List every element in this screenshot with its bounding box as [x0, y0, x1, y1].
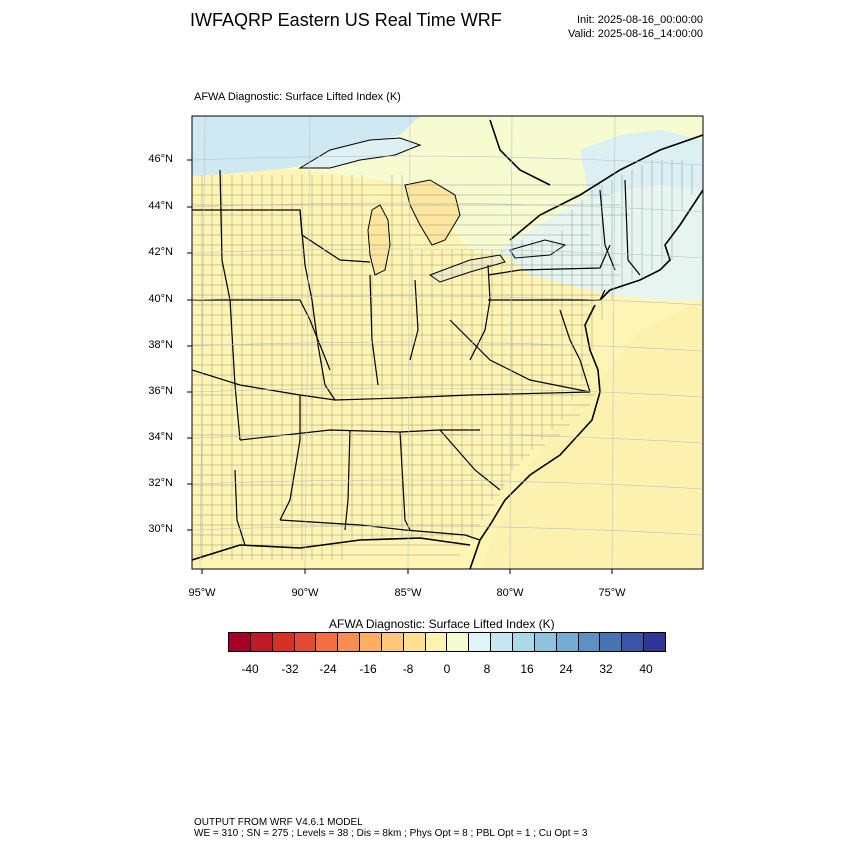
lon-label: 80°W	[496, 587, 524, 599]
colorbar-swatch	[403, 633, 426, 651]
colorbar-swatch	[381, 633, 404, 651]
lat-label: 46°N	[148, 153, 173, 165]
atlantic-ocean	[480, 300, 703, 569]
colorbar-tick: 8	[483, 662, 491, 676]
colorbar-tick: 40	[639, 662, 653, 676]
colorbar-tick: -32	[281, 662, 299, 676]
colorbar-swatch	[360, 633, 382, 651]
lat-label: 32°N	[148, 477, 173, 489]
colorbar-swatch	[469, 633, 492, 651]
colorbar-swatch	[556, 633, 579, 651]
lon-label: 75°W	[598, 587, 626, 599]
colorbar-tick: -16	[359, 662, 377, 676]
colorbar-tick: 16	[520, 662, 534, 676]
colorbar-swatch	[512, 633, 535, 651]
main-title: IWFAQRP Eastern US Real Time WRF	[190, 10, 502, 30]
lake-superior	[298, 137, 422, 169]
colorbar-title: AFWA Diagnostic: Surface Lifted Index (K…	[329, 617, 555, 631]
lake-michigan	[367, 204, 391, 276]
map-frame	[191, 115, 704, 570]
lon-label: 95°W	[188, 587, 216, 599]
colorbar-swatch	[294, 633, 317, 651]
colorbar-tick: 0	[443, 662, 451, 676]
footer-config-line: WE = 310 ; SN = 275 ; Levels = 38 ; Dis …	[194, 828, 588, 839]
colorbar-swatch	[250, 633, 273, 651]
graticule	[192, 116, 703, 569]
colorbar-swatch	[600, 633, 623, 651]
colorbar-swatch	[534, 633, 557, 651]
lon-label: 90°W	[291, 587, 319, 599]
map-field	[192, 116, 703, 569]
lat-label: 38°N	[148, 339, 173, 351]
colorbar-swatch	[316, 633, 339, 651]
colorbar-tick: 32	[599, 662, 613, 676]
colorbar-tick: -24	[319, 662, 337, 676]
lat-label: 36°N	[148, 385, 173, 397]
colorbar-tick: -8	[402, 662, 414, 676]
colorbar-swatch	[644, 633, 665, 651]
lat-label: 40°N	[148, 293, 173, 305]
lat-label: 44°N	[148, 200, 173, 212]
colorbar-swatch	[491, 633, 513, 651]
colorbar-swatch	[229, 633, 251, 651]
colorbar-swatch	[272, 633, 295, 651]
init-time-text: Init: 2025-08-16_00:00:00	[577, 14, 703, 26]
lat-label: 42°N	[148, 246, 173, 258]
colorbar-swatch	[578, 633, 601, 651]
lake-erie	[428, 254, 506, 283]
stable-blue-northwest	[192, 116, 420, 176]
lon-label: 85°W	[394, 587, 422, 599]
footer-model-line: OUTPUT FROM WRF V4.6.1 MODEL	[194, 817, 363, 828]
stable-blue-northeast	[580, 130, 703, 200]
map-subtitle: AFWA Diagnostic: Surface Lifted Index (K…	[194, 91, 401, 103]
lake-ontario	[509, 239, 567, 259]
colorbar-swatch	[338, 633, 361, 651]
cool-region-northeast	[500, 180, 703, 300]
axis-ticks	[187, 159, 613, 574]
colorbar-tick: -40	[241, 662, 259, 676]
colorbar-swatch	[425, 633, 448, 651]
valid-time-text: Valid: 2025-08-16_14:00:00	[568, 28, 703, 40]
lat-label: 34°N	[148, 431, 173, 443]
colorbar-tick: 24	[559, 662, 573, 676]
lat-label: 30°N	[148, 523, 173, 535]
county-grid	[192, 160, 693, 560]
colorbar-swatch	[447, 633, 470, 651]
colorbar-swatch	[622, 633, 645, 651]
coastline	[192, 119, 703, 569]
colorbar	[228, 632, 666, 652]
